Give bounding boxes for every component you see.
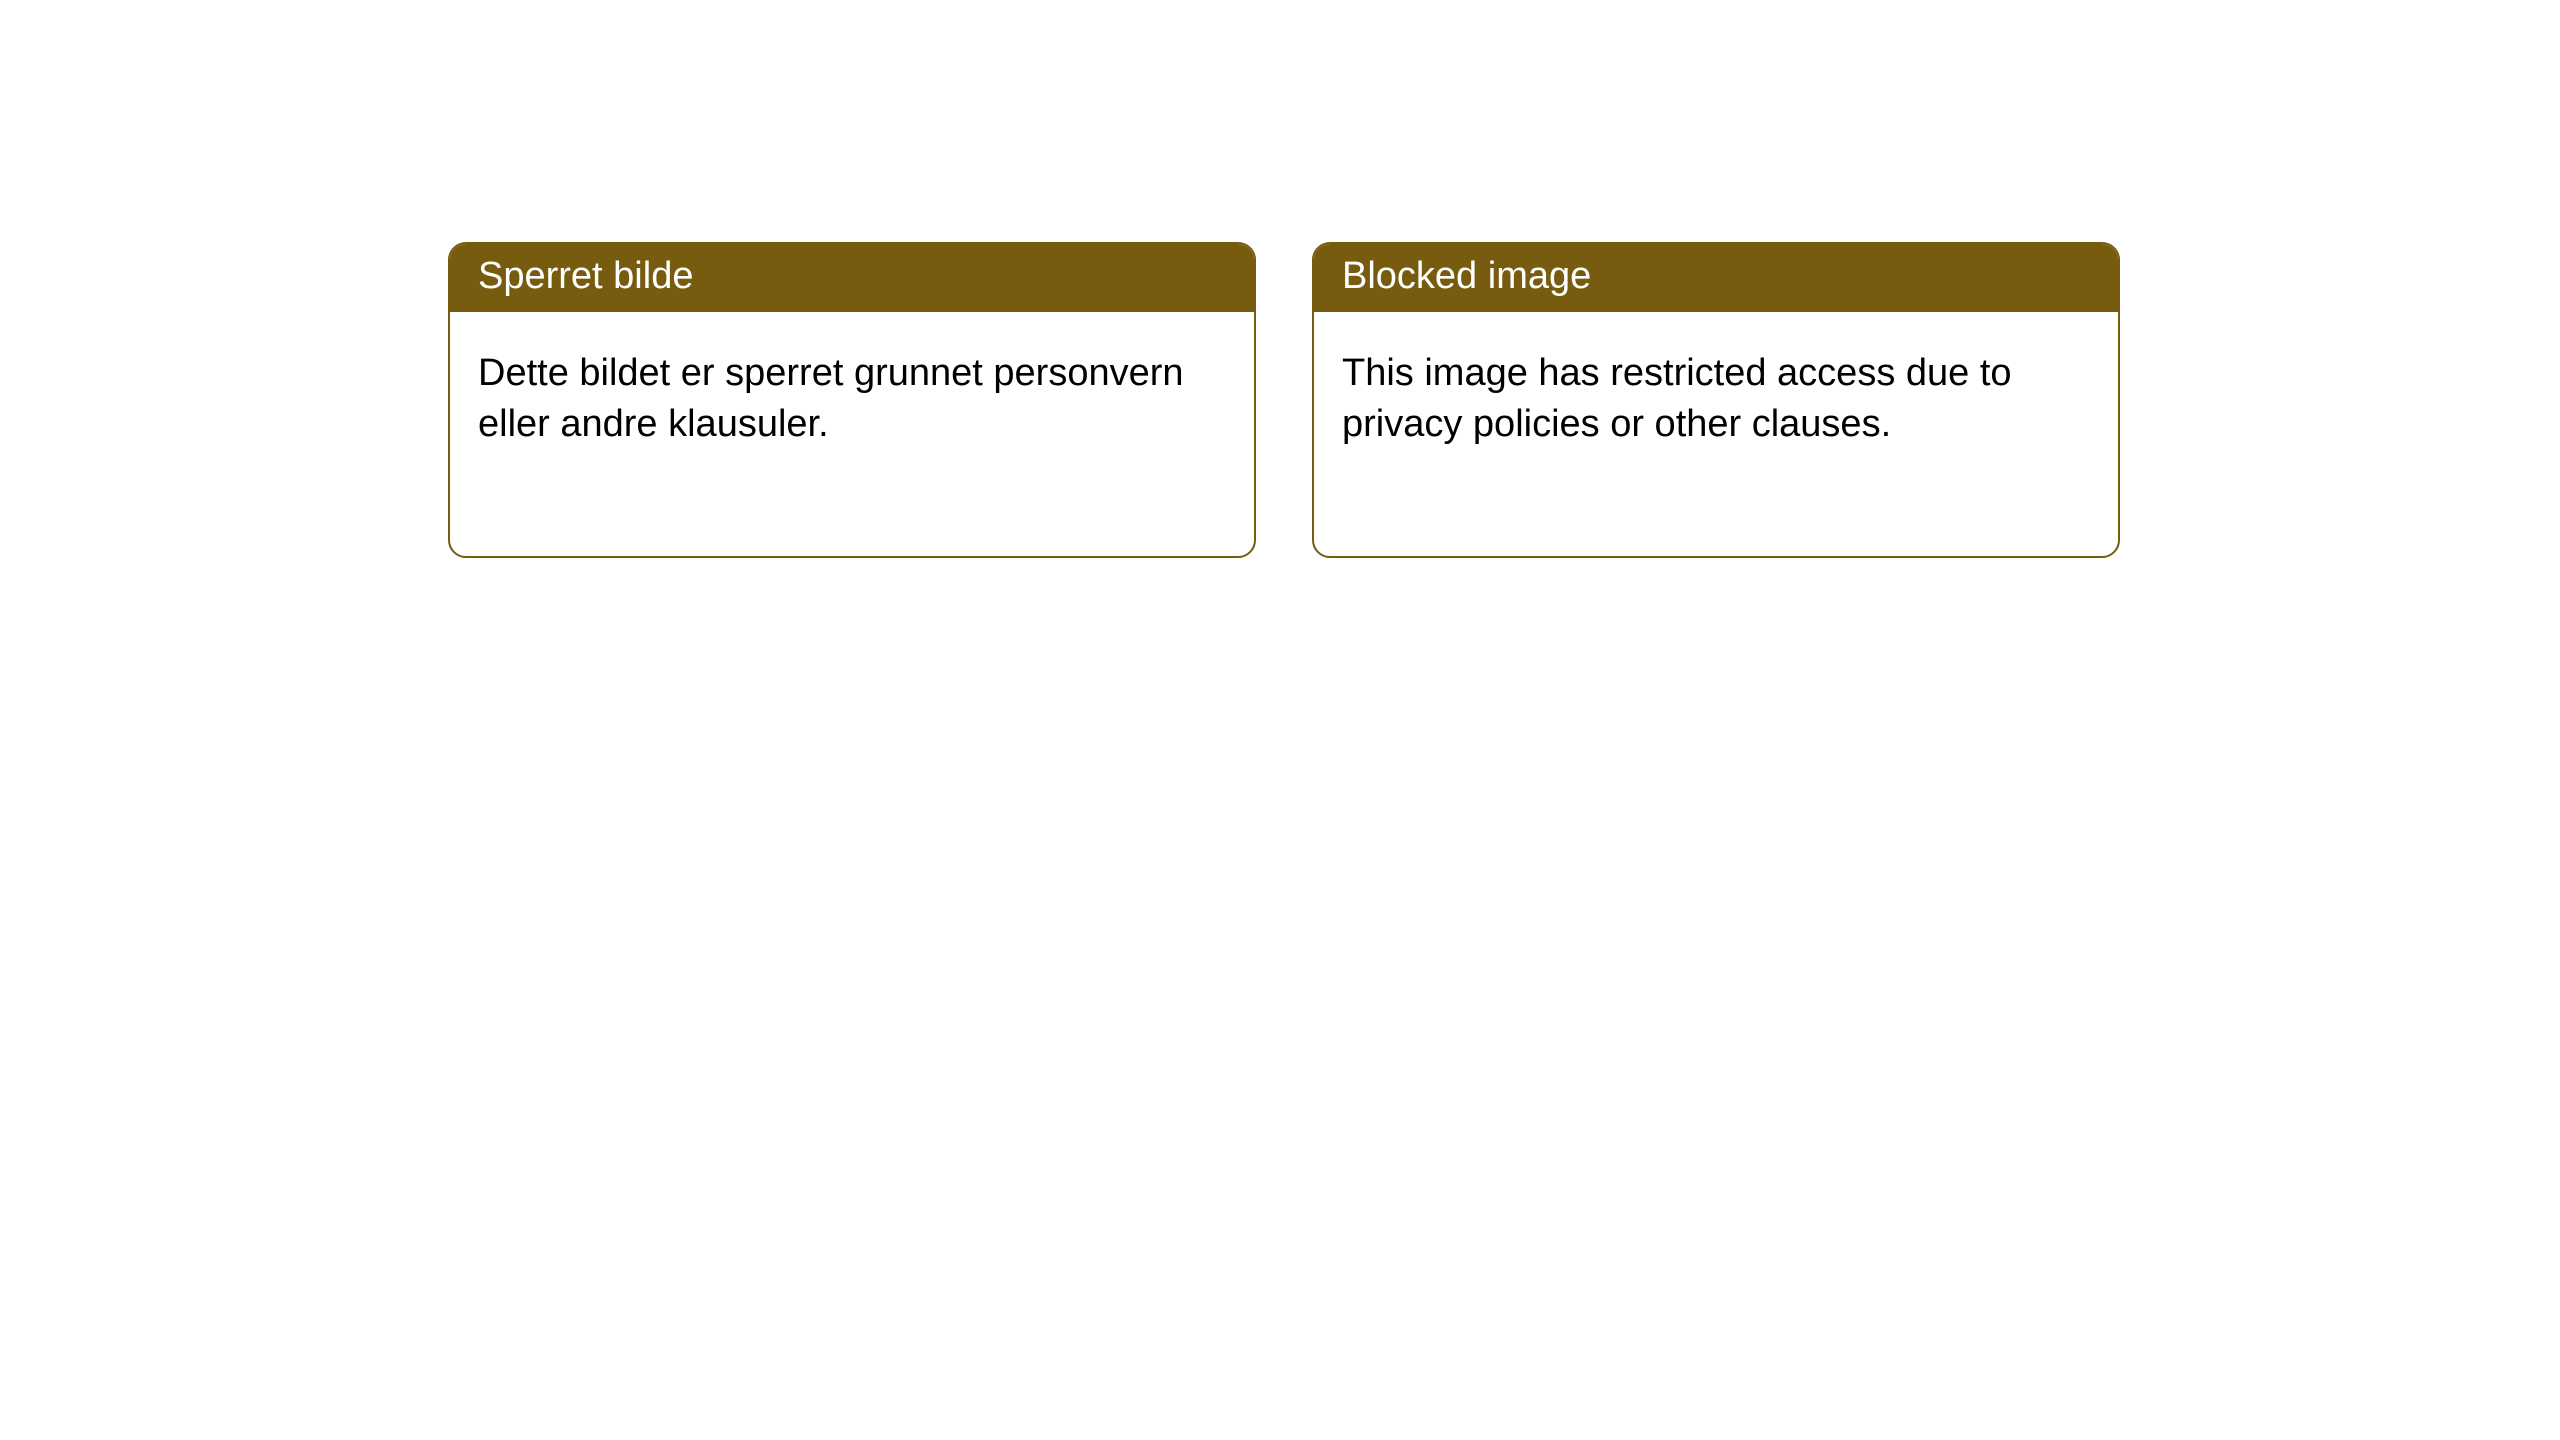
- card-title: Sperret bilde: [478, 255, 693, 297]
- card-body-text: Dette bildet er sperret grunnet personve…: [478, 352, 1184, 445]
- card-title: Blocked image: [1342, 255, 1591, 297]
- card-body: This image has restricted access due to …: [1314, 312, 2118, 556]
- blocked-image-card-norwegian: Sperret bilde Dette bildet er sperret gr…: [448, 242, 1256, 558]
- notice-cards-container: Sperret bilde Dette bildet er sperret gr…: [448, 242, 2120, 558]
- card-header: Sperret bilde: [450, 244, 1254, 312]
- card-body: Dette bildet er sperret grunnet personve…: [450, 312, 1254, 556]
- card-body-text: This image has restricted access due to …: [1342, 352, 2012, 445]
- blocked-image-card-english: Blocked image This image has restricted …: [1312, 242, 2120, 558]
- card-header: Blocked image: [1314, 244, 2118, 312]
